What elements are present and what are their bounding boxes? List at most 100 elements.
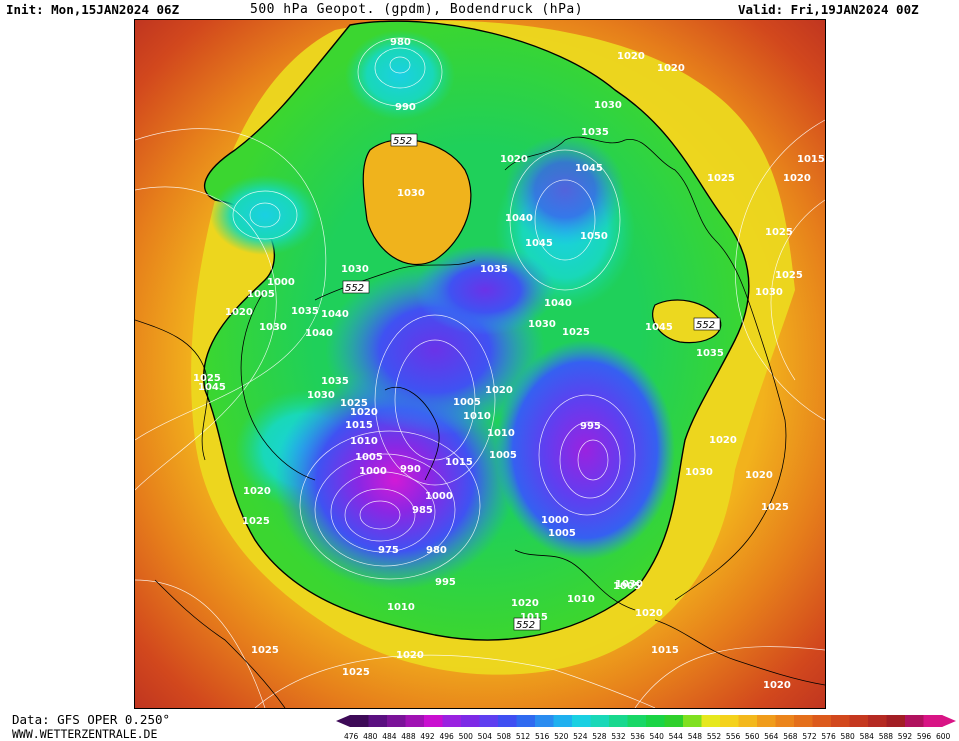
colorbar-tick-label: 580 [841, 732, 856, 741]
colorbar-swatch [738, 715, 758, 727]
pressure-label: 1005 [453, 397, 481, 408]
colorbar-swatch [868, 715, 887, 727]
colorbar-tick-label: 476 [344, 732, 359, 741]
pressure-label: 1015 [345, 420, 373, 431]
colorbar-tick-label: 600 [936, 732, 951, 741]
pressure-label: 1005 [548, 528, 576, 539]
colorbar-tick-label: 520 [554, 732, 569, 741]
contour-552-label: 552 [345, 283, 364, 294]
pressure-label: 1005 [355, 452, 383, 463]
pressure-label: 1040 [305, 328, 333, 339]
colorbar-swatch [831, 715, 850, 727]
pressure-label: 1020 [485, 385, 513, 396]
coastlines [135, 136, 825, 708]
pressure-label: 1005 [247, 289, 275, 300]
init-time: Init: Mon,15JAN2024 06Z [6, 2, 180, 17]
colorbar-tick-label: 532 [611, 732, 626, 741]
pressure-label: 980 [390, 37, 411, 48]
pressure-label: 1020 [350, 407, 378, 418]
colorbar-tick-label: 552 [707, 732, 722, 741]
weather-map: 552 552 552 552 980 990 1020 1020 1030 1… [134, 19, 826, 709]
pressure-label: 995 [580, 421, 601, 432]
isobars [135, 37, 825, 708]
colorbar-tick-label: 596 [917, 732, 932, 741]
contour-552-labels: 552 552 552 552 [342, 133, 721, 631]
colorbar-right-arrow [942, 715, 956, 727]
colorbar-tick-label: 512 [516, 732, 531, 741]
pressure-label: 1020 [511, 598, 539, 609]
pressure-label: 1035 [581, 127, 609, 138]
colorbar-tick-label: 572 [802, 732, 817, 741]
pressure-label: 1040 [321, 309, 349, 320]
colorbar-swatch [923, 715, 943, 727]
pressure-label: 1030 [397, 188, 425, 199]
pressure-label: 1030 [259, 322, 287, 333]
colorbar-swatch [775, 715, 795, 727]
colorbar-tick-label: 508 [497, 732, 512, 741]
colorbar-tick-label: 584 [860, 732, 875, 741]
pressure-label: 1050 [580, 231, 608, 242]
pressure-label: 1015 [797, 154, 825, 165]
colorbar-swatch [794, 715, 813, 727]
pressure-label: 1045 [575, 163, 603, 174]
pressure-label: 1020 [500, 154, 528, 165]
pressure-label: 1005 [489, 450, 517, 461]
colorbar-tick-label: 480 [363, 732, 378, 741]
pressure-label: 1035 [291, 306, 319, 317]
contour-552-label: 552 [516, 620, 535, 631]
colorbar-tick-label: 588 [879, 732, 894, 741]
colorbar-tick-label: 504 [478, 732, 493, 741]
colorbar-swatch [664, 715, 684, 727]
pressure-label: 1045 [525, 238, 553, 249]
pressure-label: 1020 [225, 307, 253, 318]
color-legend: 476 480 484 488 492 496 500 504 508 512 516 520 524 5… [336, 715, 956, 741]
pressure-label: 1020 [243, 486, 271, 497]
chart-title: 500 hPa Geopot. (gpdm), Bodendruck (hPa) [250, 2, 584, 17]
pressure-label: 1035 [321, 376, 349, 387]
pressure-label: 1020 [657, 63, 685, 74]
colorbar-tick-label: 492 [420, 732, 435, 741]
pressure-label: 1030 [755, 287, 783, 298]
pressure-label: 1005 [613, 581, 641, 592]
pressure-label: 1025 [562, 327, 590, 338]
colorbar-tick-label: 540 [650, 732, 665, 741]
pressure-label: 1030 [685, 467, 713, 478]
pressure-label: 1010 [463, 411, 491, 422]
pressure-label: 980 [426, 545, 447, 556]
pressure-label: 1045 [198, 382, 226, 393]
pressure-label: 1025 [242, 516, 270, 527]
contour-552-label: 552 [393, 136, 412, 147]
pressure-label: 1045 [645, 322, 673, 333]
colorbar-left-arrow [336, 715, 350, 727]
colorbar-tick-label: 568 [783, 732, 798, 741]
colorbar-tick-label: 496 [439, 732, 454, 741]
pressure-label: 1030 [307, 390, 335, 401]
pressure-label: 1030 [528, 319, 556, 330]
colorbar-swatch [535, 715, 554, 727]
right-intrusion [652, 299, 722, 344]
colorbar-swatch [387, 715, 406, 727]
colorbar-tick-label: 488 [401, 732, 416, 741]
colorbar-swatch [609, 715, 628, 727]
colorbar-tick-label: 544 [669, 732, 684, 741]
pressure-label: 1010 [350, 436, 378, 447]
pressure-label: 1025 [251, 645, 279, 656]
colorbar-swatch [461, 715, 480, 727]
colorbar-swatch [479, 715, 499, 727]
colorbar-swatch [905, 715, 924, 727]
colorbar-tick-label: 524 [573, 732, 588, 741]
cyan-west [210, 175, 320, 255]
low-northeast [505, 135, 625, 245]
pressure-label: 1025 [193, 373, 221, 384]
pressure-label: 1030 [615, 579, 643, 590]
pressure-label: 1025 [761, 502, 789, 513]
pressure-label: 1035 [480, 264, 508, 275]
pressure-labels: 980 990 1020 1020 1030 1035 1020 1045 10… [193, 37, 825, 691]
pressure-label: 975 [378, 545, 399, 556]
colorbar-swatch [553, 715, 573, 727]
colorbar-swatch [701, 715, 721, 727]
colorbar-swatch [442, 715, 462, 727]
data-source: Data: GFS OPER 0.250° [12, 712, 171, 727]
pressure-label: 1000 [541, 515, 569, 526]
colorbar-swatch [368, 715, 388, 727]
